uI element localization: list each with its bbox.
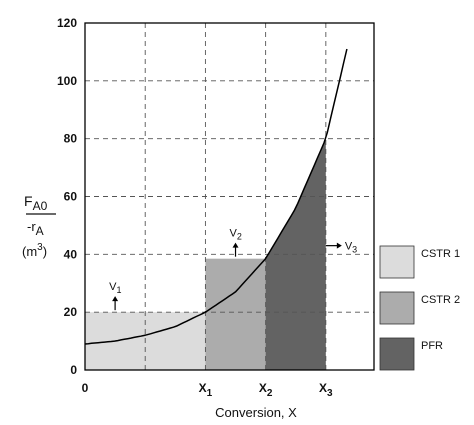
legend-swatch-cstr-1 <box>379 245 415 279</box>
series-curve <box>84 48 348 345</box>
legend-swatch-cstr-2 <box>379 291 415 325</box>
x-tick-label-2: X2 <box>259 381 273 399</box>
annotation-label: V1 <box>109 281 121 295</box>
annotation-arrow-head <box>112 296 119 302</box>
x-tick-label-3: X3 <box>319 381 333 399</box>
annotation-arrow-head <box>232 242 239 248</box>
y-title-numerator: FA0 <box>24 193 48 213</box>
x-axis-title: Conversion, X <box>215 405 297 420</box>
annotation-arrow-head <box>336 242 342 249</box>
y-tick-label-100: 100 <box>57 74 77 88</box>
annotation-v1: V1 <box>109 281 121 311</box>
region-cstr-2 <box>205 258 266 370</box>
y-tick-label-40: 40 <box>64 247 78 261</box>
x-tick-label-1: X1 <box>199 381 213 399</box>
legend-label-cstr-2: CSTR 2 <box>421 294 460 306</box>
y-tick-label-120: 120 <box>57 16 77 30</box>
y-title-denominator: -rA <box>27 219 44 238</box>
y-tick-label-80: 80 <box>64 132 78 146</box>
y-tick-label-0: 0 <box>70 363 77 377</box>
y-axis-title: FA0 -rA (m3) <box>22 193 56 259</box>
legend-label-pfr: PFR <box>421 340 443 352</box>
annotation-v3: V3 <box>325 241 357 255</box>
x-tick-label-0: 0 <box>82 381 89 395</box>
annotation-label: V3 <box>345 241 357 255</box>
annotation-v2: V2 <box>230 228 242 257</box>
y-tick-label-60: 60 <box>64 190 78 204</box>
plot-frame <box>84 22 375 371</box>
annotation-label: V2 <box>230 228 242 242</box>
legend-swatch-pfr <box>379 337 415 371</box>
y-tick-label-20: 20 <box>64 305 78 319</box>
legend-label-cstr-1: CSTR 1 <box>421 248 460 260</box>
y-title-units: (m3) <box>22 242 47 259</box>
